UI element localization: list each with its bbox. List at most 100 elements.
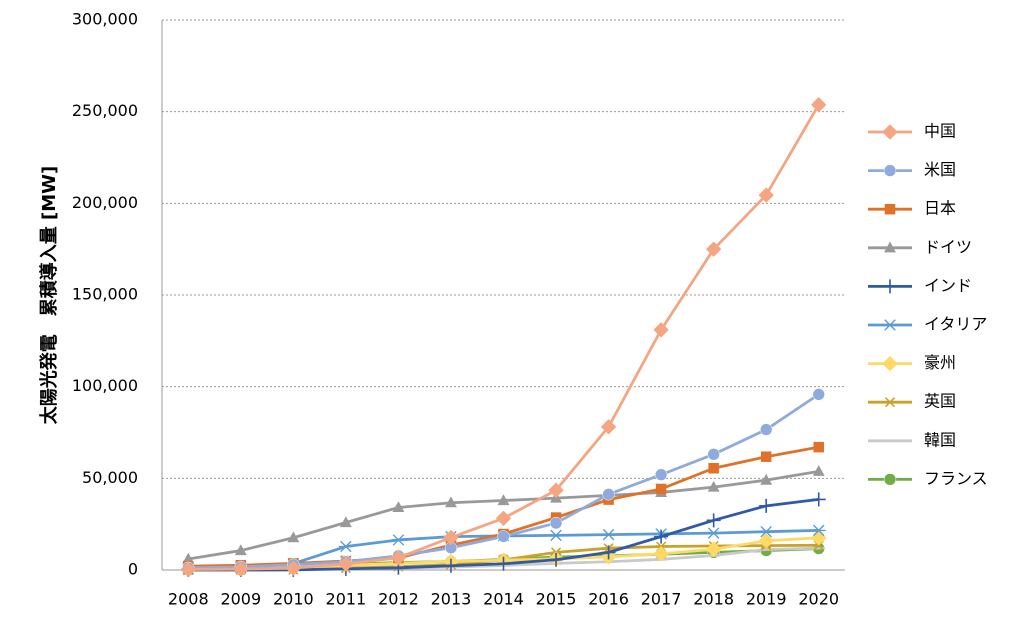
series-1 — [180, 96, 827, 578]
data-point — [338, 540, 353, 553]
data-point — [812, 465, 825, 476]
legend-item: 英国 — [868, 392, 956, 411]
y-tick-label: 300,000 — [72, 10, 138, 29]
data-point — [391, 534, 406, 546]
data-point — [496, 556, 511, 571]
x-tick-label: 2014 — [483, 590, 524, 609]
legend-label: 豪州 — [924, 353, 956, 372]
y-tick-label: 250,000 — [72, 101, 138, 120]
data-point — [601, 545, 616, 560]
data-point — [654, 529, 669, 544]
x-axis-ticks: 2008 2009 2010 2011 2012 2013 2014 2015 2016 2017… — [168, 590, 839, 609]
series-lines — [180, 96, 827, 578]
legend-item: インド — [868, 276, 972, 295]
data-point — [443, 529, 459, 546]
legend-item: イタリア — [868, 315, 987, 334]
legend-item: ドイツ — [868, 237, 972, 256]
data-point — [706, 527, 721, 539]
legend-marker — [883, 319, 897, 331]
data-point — [443, 558, 458, 573]
y-axis-label: 太陽光発電 累積導入量 [MW] — [38, 166, 60, 425]
data-point — [760, 473, 773, 485]
legend-label: 米国 — [924, 160, 956, 179]
data-point — [706, 513, 721, 528]
x-tick-label: 2010 — [273, 590, 314, 609]
data-point — [548, 482, 564, 498]
data-point — [287, 531, 300, 543]
x-tick-label: 2011 — [326, 590, 367, 609]
legend-label: フランス — [924, 469, 988, 488]
data-point — [758, 533, 774, 549]
legend-marker — [884, 397, 896, 408]
data-point — [497, 494, 510, 506]
gridlines — [161, 19, 845, 571]
legend-item: フランス — [868, 469, 988, 488]
legend-marker — [882, 124, 898, 140]
data-point — [549, 516, 563, 530]
x-tick-label: 2018 — [693, 590, 734, 609]
data-point — [602, 488, 615, 501]
data-point — [708, 463, 719, 474]
data-point — [390, 550, 407, 566]
data-point — [600, 419, 617, 435]
data-point — [549, 529, 564, 542]
data-point — [339, 516, 352, 528]
x-tick-label: 2016 — [588, 590, 629, 609]
data-point — [759, 423, 773, 436]
x-tick-label: 2012 — [378, 590, 419, 609]
data-point — [338, 556, 354, 572]
y-tick-label: 200,000 — [72, 193, 138, 212]
data-point — [812, 388, 825, 401]
x-tick-label: 2008 — [168, 590, 209, 609]
data-point — [495, 510, 512, 527]
legend-label: 韓国 — [924, 430, 956, 449]
data-point — [707, 480, 720, 492]
data-point — [811, 530, 827, 546]
legend-item: 中国 — [868, 122, 956, 141]
data-point — [758, 187, 774, 203]
y-axis-ticks: 0 50,000 100,000 150,000 200,000 250,000 300,0… — [72, 10, 138, 579]
legend-label: ドイツ — [924, 237, 972, 256]
legend-marker — [884, 203, 896, 215]
legend-item: 豪州 — [868, 353, 956, 372]
x-tick-label: 2015 — [536, 590, 577, 609]
y-tick-label: 0 — [128, 560, 138, 579]
data-point — [811, 96, 827, 113]
data-point — [497, 530, 510, 543]
legend-label: イタリア — [924, 315, 987, 334]
y-tick-label: 50,000 — [82, 468, 138, 487]
data-point — [759, 525, 774, 538]
data-point — [653, 322, 669, 338]
data-point — [705, 541, 722, 557]
data-point — [392, 501, 405, 513]
legend-item: 米国 — [868, 160, 956, 179]
legend-label: 日本 — [924, 199, 956, 218]
x-tick-label: 2009 — [220, 590, 261, 609]
legend-marker — [882, 355, 898, 372]
legend-marker — [883, 473, 897, 486]
data-point — [759, 498, 774, 513]
legend-label: 英国 — [924, 392, 956, 411]
data-point — [601, 528, 616, 541]
legend-item: 韓国 — [868, 430, 956, 449]
data-point — [180, 561, 196, 578]
x-tick-label: 2017 — [641, 590, 682, 609]
data-point — [707, 448, 720, 461]
data-point — [760, 451, 772, 462]
data-point — [813, 441, 824, 453]
legend-label: 中国 — [924, 122, 956, 141]
data-point — [549, 552, 564, 567]
x-tick-label: 2020 — [798, 590, 839, 609]
series-4 — [182, 465, 825, 564]
data-point — [234, 544, 247, 556]
data-point — [653, 546, 669, 562]
data-point — [445, 496, 457, 508]
data-point — [182, 552, 195, 564]
legend-marker — [883, 164, 897, 177]
data-point — [811, 492, 826, 507]
legend-marker — [884, 241, 896, 253]
data-point — [705, 241, 722, 257]
